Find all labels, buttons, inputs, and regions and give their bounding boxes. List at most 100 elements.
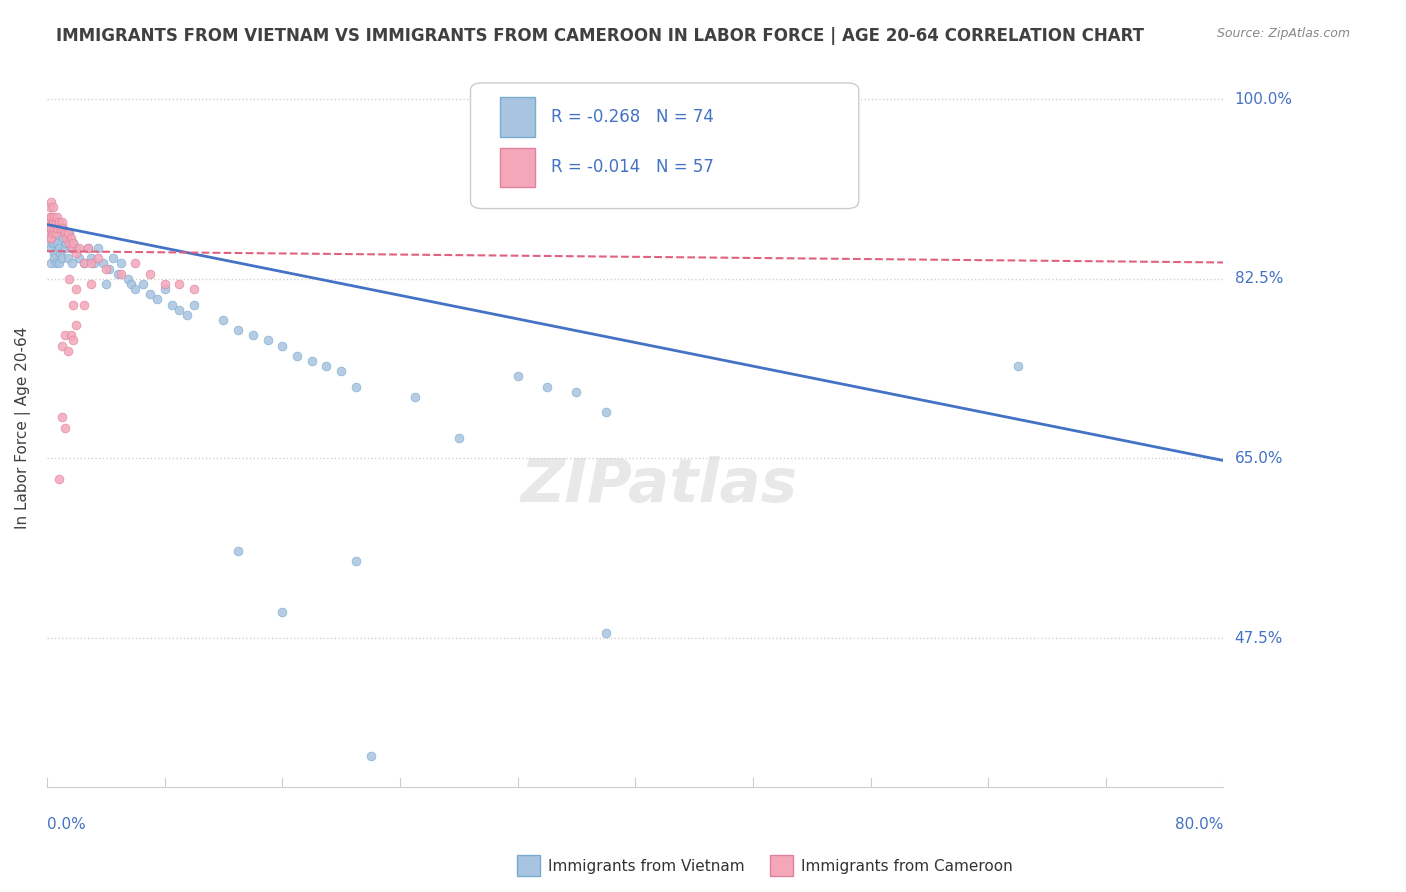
Point — [48, 215, 70, 229]
Point — [120, 277, 142, 291]
Point — [87, 241, 110, 255]
Point — [62, 235, 84, 250]
Point — [46, 220, 69, 235]
Point — [39, 211, 62, 225]
Point — [42, 215, 65, 229]
Point — [51, 252, 73, 266]
Text: 82.5%: 82.5% — [1234, 271, 1282, 286]
Y-axis label: In Labor Force | Age 20-64: In Labor Force | Age 20-64 — [15, 326, 31, 529]
Point — [344, 379, 367, 393]
Point — [1007, 359, 1029, 373]
Text: Immigrants from Cameroon: Immigrants from Cameroon — [801, 859, 1014, 873]
Point — [73, 256, 96, 270]
Point — [52, 220, 75, 235]
Point — [48, 256, 70, 270]
Text: R = -0.014   N = 57: R = -0.014 N = 57 — [551, 158, 713, 176]
Text: R = -0.268   N = 74: R = -0.268 N = 74 — [551, 108, 713, 126]
Point — [58, 272, 80, 286]
Point — [44, 252, 66, 266]
Point — [46, 220, 69, 235]
FancyBboxPatch shape — [471, 83, 859, 209]
Point — [56, 343, 79, 358]
Point — [41, 241, 63, 255]
Point — [44, 220, 66, 235]
FancyBboxPatch shape — [501, 97, 536, 136]
Point — [80, 277, 103, 291]
Point — [45, 226, 67, 240]
Point — [595, 405, 617, 419]
Text: 0.0%: 0.0% — [46, 817, 86, 832]
Point — [55, 235, 77, 250]
Point — [110, 267, 132, 281]
Point — [48, 241, 70, 255]
Point — [506, 369, 529, 384]
Point — [271, 338, 294, 352]
Point — [91, 256, 114, 270]
Text: ZIPatlas: ZIPatlas — [520, 456, 797, 515]
Point — [242, 328, 264, 343]
Point — [60, 256, 83, 270]
Point — [62, 235, 84, 250]
Point — [59, 241, 82, 255]
Point — [344, 554, 367, 568]
Point — [46, 235, 69, 250]
Text: 47.5%: 47.5% — [1234, 631, 1282, 646]
Point — [65, 241, 87, 255]
Point — [42, 235, 65, 250]
Point — [404, 390, 426, 404]
Point — [176, 308, 198, 322]
FancyBboxPatch shape — [501, 147, 536, 187]
Text: 65.0%: 65.0% — [1234, 451, 1284, 466]
Point — [39, 220, 62, 235]
Point — [49, 246, 72, 260]
Point — [65, 282, 87, 296]
Point — [41, 194, 63, 209]
Text: Immigrants from Vietnam: Immigrants from Vietnam — [548, 859, 745, 873]
Text: 100.0%: 100.0% — [1234, 92, 1292, 107]
Point — [44, 246, 66, 260]
Point — [80, 252, 103, 266]
Point — [83, 256, 105, 270]
Point — [59, 231, 82, 245]
Point — [51, 338, 73, 352]
Point — [565, 384, 588, 399]
Point — [153, 282, 176, 296]
Point — [169, 302, 191, 317]
Point — [146, 293, 169, 307]
Point — [41, 231, 63, 245]
Point — [360, 749, 382, 764]
Point — [301, 354, 323, 368]
Point — [53, 241, 76, 255]
Point — [42, 220, 65, 235]
Point — [447, 431, 470, 445]
Point — [80, 256, 103, 270]
Point — [65, 246, 87, 260]
Point — [212, 313, 235, 327]
Point — [87, 252, 110, 266]
Point — [59, 328, 82, 343]
Point — [139, 267, 162, 281]
Point — [65, 318, 87, 332]
Point — [256, 334, 278, 348]
Point — [117, 272, 139, 286]
Point — [595, 626, 617, 640]
Point — [124, 256, 146, 270]
Point — [226, 544, 249, 558]
Point — [169, 277, 191, 291]
Point — [139, 287, 162, 301]
Point — [536, 379, 558, 393]
Point — [44, 211, 66, 225]
Point — [62, 297, 84, 311]
Point — [48, 472, 70, 486]
Point — [60, 241, 83, 255]
Point — [153, 277, 176, 291]
Point — [73, 256, 96, 270]
Point — [73, 297, 96, 311]
Point — [330, 364, 353, 378]
Point — [39, 235, 62, 250]
Text: 80.0%: 80.0% — [1175, 817, 1223, 832]
Point — [271, 606, 294, 620]
Point — [56, 226, 79, 240]
Point — [67, 252, 90, 266]
Point — [107, 267, 129, 281]
